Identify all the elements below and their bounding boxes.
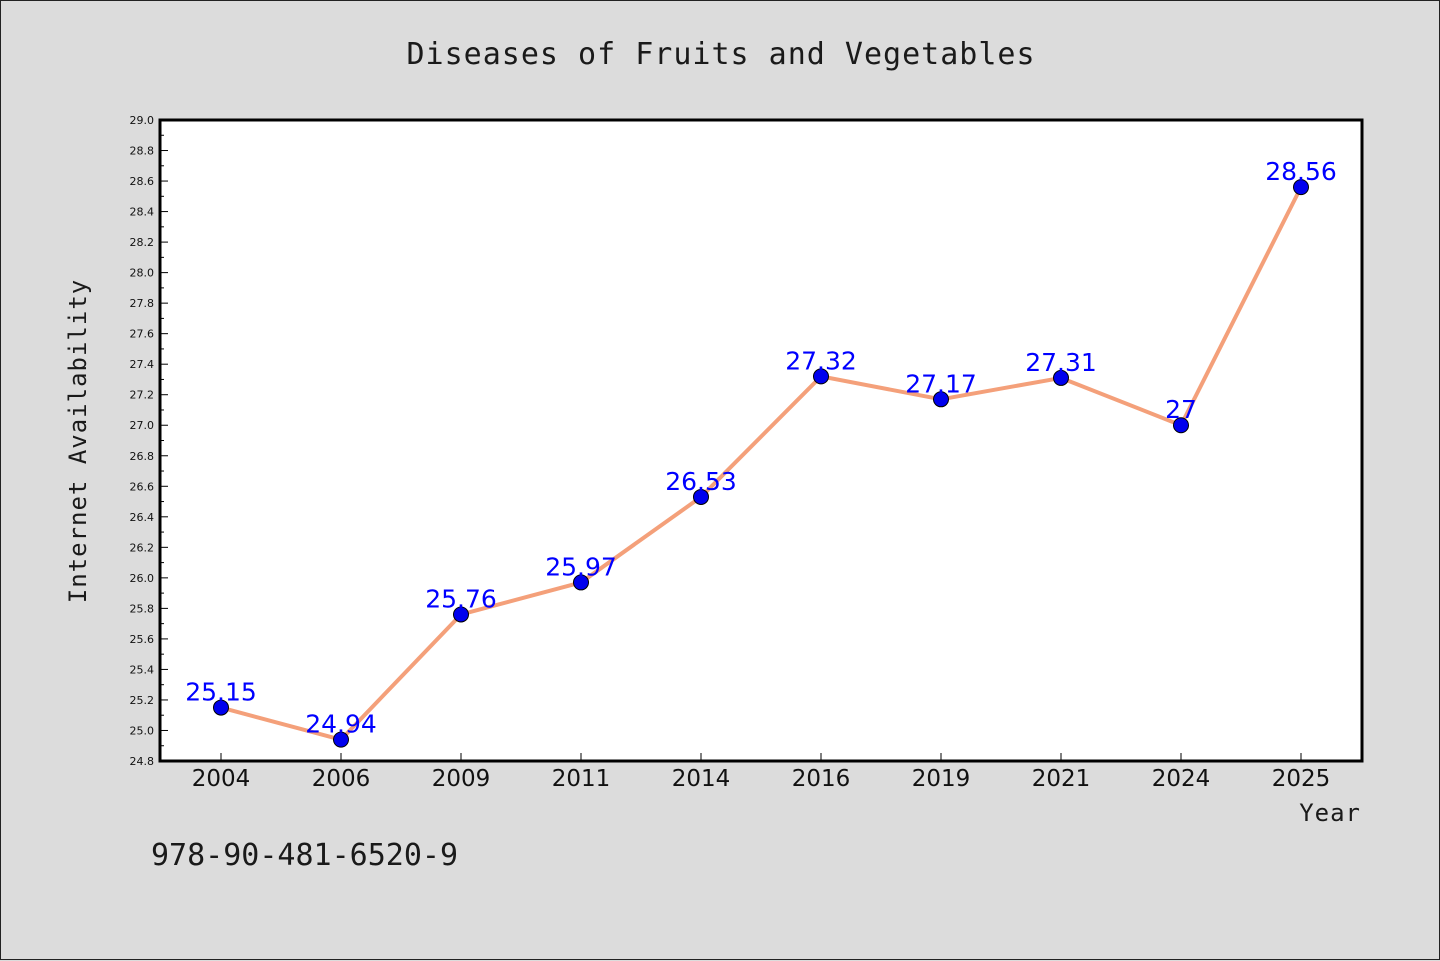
series-line-group: 25.15 24.94 25.76 25.97 26.53 27.32 27.17 27.31…	[185, 157, 1337, 748]
y-tick-label: 28.2	[130, 236, 155, 249]
data-point	[333, 731, 349, 748]
y-tick-label: 25.8	[130, 602, 155, 615]
chart-title: Diseases of Fruits and Vegetables	[406, 37, 1035, 72]
y-tick-label: 25.4	[130, 663, 155, 676]
y-tick-label: 25.2	[130, 694, 155, 707]
data-point	[213, 699, 229, 716]
x-tick-label: 2016	[792, 766, 851, 792]
y-axis: 24.8 25.0 25.2 25.4 25.6 25.8 26.0 26.2 26.4 26.6…	[130, 114, 168, 768]
y-tick-label: 25.0	[130, 724, 155, 737]
data-point	[1173, 417, 1189, 434]
x-tick-label: 2011	[552, 766, 611, 792]
data-label: 25.76	[425, 584, 497, 613]
y-tick-label: 28.0	[130, 267, 155, 280]
data-label: 27.32	[785, 346, 857, 375]
y-tick-label: 27.4	[130, 358, 155, 371]
y-tick-label: 29.0	[130, 114, 155, 127]
x-tick-label: 2019	[912, 766, 971, 792]
y-tick-label: 27.6	[130, 328, 155, 341]
data-point	[453, 606, 469, 623]
data-label: 27	[1165, 395, 1197, 424]
y-tick-label: 26.6	[130, 480, 155, 493]
plot-area	[158, 118, 1364, 763]
x-tick-label: 2006	[312, 766, 371, 792]
series-line	[220, 186, 1303, 742]
x-tick-label: 2014	[672, 766, 731, 792]
y-tick-label: 28.8	[130, 145, 155, 158]
data-label: 26.53	[665, 467, 737, 496]
y-tick-label: 27.8	[130, 297, 155, 310]
y-axis-label: Internet Availability	[64, 279, 92, 603]
x-tick-label: 2021	[1032, 766, 1091, 792]
y-tick-label: 28.6	[130, 175, 155, 188]
y-tick-label: 27.0	[130, 419, 155, 432]
data-point	[1293, 179, 1309, 196]
data-point	[1053, 369, 1069, 386]
x-axis-label: Year	[1299, 799, 1361, 827]
x-tick-label: 2009	[432, 766, 491, 792]
data-label: 27.31	[1025, 348, 1097, 377]
y-tick-label: 24.8	[130, 755, 155, 768]
data-label: 25.97	[545, 552, 617, 581]
x-tick-label: 2024	[1152, 766, 1211, 792]
isbn-text: 978-90-481-6520-9	[151, 838, 458, 873]
y-tick-label: 27.2	[130, 389, 155, 402]
y-tick-label: 26.4	[130, 511, 155, 524]
data-label: 27.17	[905, 369, 977, 398]
y-tick-label: 26.8	[130, 450, 155, 463]
y-tick-label: 28.4	[130, 206, 155, 219]
data-point	[693, 488, 709, 505]
data-point	[933, 391, 949, 408]
x-tick-label: 2004	[192, 766, 251, 792]
data-point	[573, 574, 589, 591]
data-label: 24.94	[305, 710, 377, 739]
data-label: 25.15	[185, 678, 257, 707]
x-tick-label: 2025	[1272, 766, 1331, 792]
y-tick-label: 26.2	[130, 541, 155, 554]
x-axis: 2004 2006 2009 2011 2014 2016 2019 2021 2024 2025	[192, 753, 1331, 792]
y-tick-label: 26.0	[130, 572, 155, 585]
data-point	[813, 368, 829, 385]
y-tick-label: 25.6	[130, 633, 155, 646]
data-label: 28.56	[1265, 157, 1337, 186]
